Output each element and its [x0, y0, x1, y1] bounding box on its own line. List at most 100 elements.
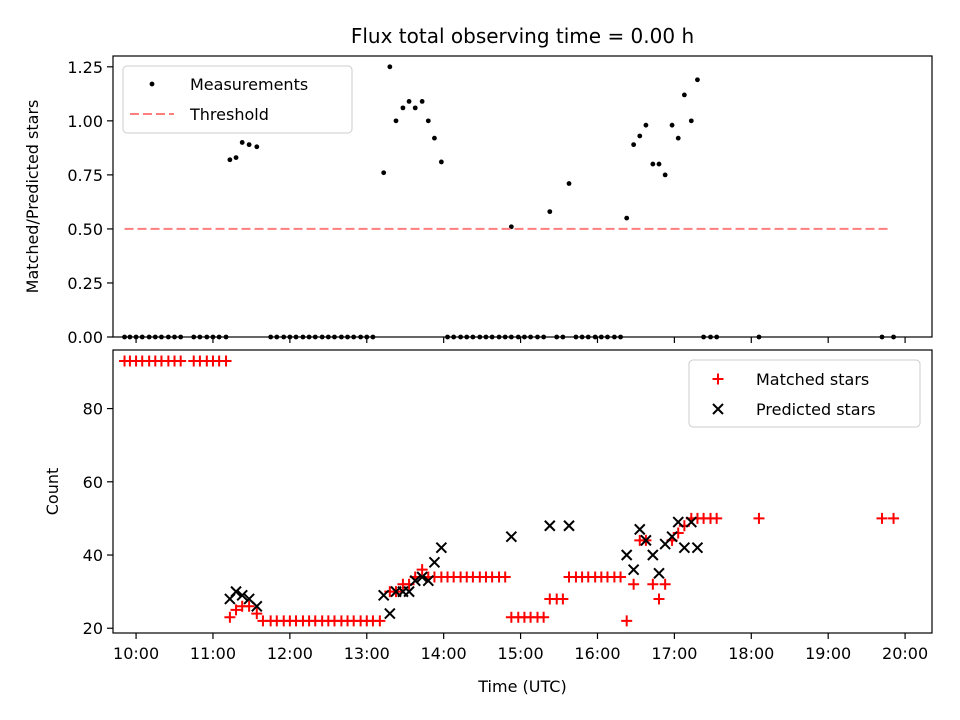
- x-tick-label: 17:00: [651, 644, 697, 663]
- matched-point: [711, 512, 723, 524]
- x-tick-label: 13:00: [344, 644, 390, 663]
- measurement-point: [566, 181, 572, 186]
- legend-marker-measurements: [149, 81, 155, 87]
- measurement-point: [547, 209, 553, 215]
- matched-point: [557, 593, 569, 605]
- bottom-plot: 20 40 60 80 10:00 11:00 12:00 13:00 14:00 15:00 16…: [83, 349, 933, 663]
- x-tick-label: 11:00: [190, 644, 236, 663]
- measurement-point: [400, 105, 406, 111]
- measurement-point: [637, 133, 643, 139]
- predicted-point: [251, 600, 263, 612]
- matched-point: [230, 604, 242, 616]
- predicted-point: [685, 516, 698, 528]
- measurement-point: [387, 64, 393, 70]
- y-tick-label: 0.75: [67, 166, 103, 185]
- x-tick-label: 20:00: [882, 644, 928, 663]
- legend-marker-predicted: [712, 403, 724, 415]
- legend-marker-matched: [712, 373, 724, 385]
- top-plot: 0.00 0.25 0.50 0.75 1.00 1.25: [67, 55, 933, 347]
- predicted-point: [678, 541, 691, 554]
- bottom-y-axis-label: Count: [43, 468, 62, 516]
- x-tick-label: 10:00: [113, 644, 159, 663]
- predicted-point: [653, 567, 665, 580]
- predicted-point: [563, 520, 575, 532]
- y-tick-label: 0.00: [67, 328, 103, 347]
- measurement-point: [631, 142, 637, 148]
- measurement-point: [246, 142, 252, 148]
- y-tick-label: 0.50: [67, 220, 103, 239]
- measurement-point: [624, 215, 630, 221]
- predicted-point: [647, 549, 659, 561]
- predicted-point: [672, 516, 684, 528]
- chart-title: Flux total observing time = 0.00 h: [351, 24, 694, 48]
- x-tick-label: 12:00: [267, 644, 313, 663]
- legend-label-matched: Matched stars: [756, 370, 869, 389]
- measurement-point: [695, 77, 700, 83]
- matched-point: [220, 355, 232, 367]
- predicted-point: [384, 607, 396, 620]
- measurement-point: [681, 92, 687, 98]
- matched-point: [175, 355, 187, 367]
- y-tick-label: 40: [83, 546, 103, 565]
- matched-point: [621, 615, 633, 627]
- matched-point: [659, 578, 671, 590]
- top-y-axis-label: Matched/Predicted stars: [23, 100, 42, 294]
- legend-label-threshold: Threshold: [189, 105, 269, 124]
- predicted-point: [416, 571, 428, 583]
- matched-point: [538, 611, 550, 623]
- x-tick-label: 19:00: [805, 644, 851, 663]
- legend-label-measurements: Measurements: [190, 75, 308, 94]
- x-tick-label: 18:00: [728, 644, 774, 663]
- measurement-point: [669, 122, 675, 128]
- matched-point: [416, 564, 428, 576]
- predicted-point: [666, 531, 678, 543]
- y-tick-label: 1.25: [67, 58, 103, 77]
- matched-point: [653, 593, 665, 605]
- matched-point: [647, 578, 659, 590]
- measurement-point: [406, 98, 412, 104]
- predicted-point: [505, 531, 518, 543]
- bottom-axes-frame: [112, 349, 933, 634]
- y-tick-label: 60: [83, 473, 103, 492]
- top-axes-frame: [112, 55, 933, 338]
- measurement-point: [438, 159, 444, 165]
- predicted-point: [634, 523, 646, 536]
- predicted-point: [377, 589, 390, 601]
- matched-point: [499, 571, 511, 583]
- matched-point: [753, 512, 765, 524]
- legend-box: [688, 359, 921, 428]
- x-tick-label: 15:00: [498, 644, 544, 663]
- predicted-point: [435, 541, 448, 554]
- legend-box: [122, 65, 353, 134]
- x-axis-label: Time (UTC): [477, 677, 566, 696]
- predicted-point: [627, 563, 640, 576]
- measurement-point: [239, 140, 245, 145]
- matched-point: [876, 512, 888, 524]
- predicted-point: [403, 585, 415, 598]
- measurement-point: [254, 144, 260, 150]
- measurement-point: [643, 122, 649, 128]
- predicted-point: [230, 585, 242, 598]
- measurement-point: [656, 161, 662, 167]
- top-legend: Measurements Threshold: [122, 65, 353, 134]
- predicted-point: [428, 556, 441, 569]
- matched-point: [374, 615, 386, 627]
- measurement-point: [412, 105, 418, 111]
- measurement-point: [425, 118, 431, 124]
- predicted-point: [409, 574, 421, 587]
- predicted-point: [422, 574, 435, 587]
- x-tick-label: 16:00: [574, 644, 620, 663]
- y-tick-label: 1.00: [67, 112, 103, 131]
- matched-point: [224, 611, 236, 623]
- measurement-point: [650, 161, 656, 167]
- measurement-point: [233, 155, 239, 160]
- measurement-point: [688, 118, 694, 124]
- y-tick-label: 0.25: [67, 274, 103, 293]
- measurement-point: [675, 135, 681, 141]
- y-tick-label: 80: [83, 400, 103, 419]
- matched-point: [251, 608, 263, 620]
- measurement-point: [419, 98, 425, 104]
- matched-point: [888, 512, 900, 524]
- predicted-point: [620, 549, 633, 561]
